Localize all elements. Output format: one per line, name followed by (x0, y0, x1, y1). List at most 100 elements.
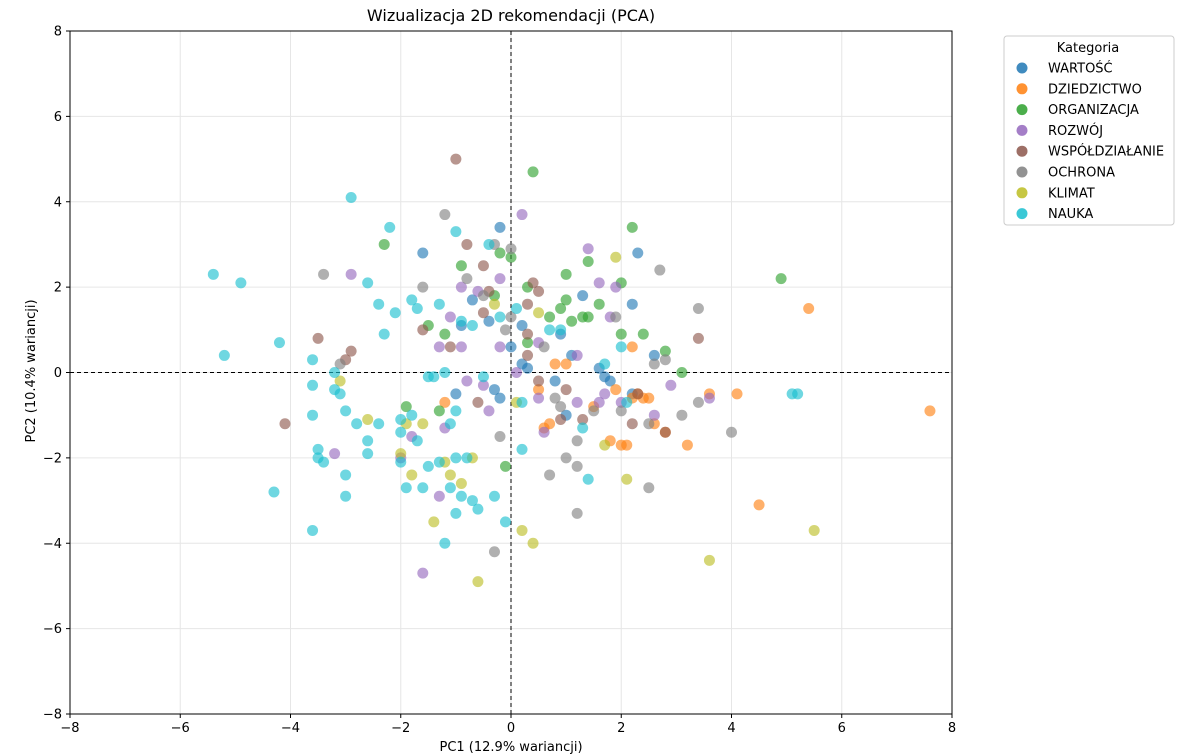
data-point (477, 260, 489, 272)
data-point (676, 367, 688, 378)
data-point (703, 554, 715, 566)
data-point (494, 273, 506, 285)
data-point (703, 392, 715, 404)
data-point (538, 426, 550, 438)
legend-item-label: NAUKA (1048, 207, 1093, 222)
data-point (417, 247, 429, 259)
data-point (626, 418, 638, 430)
legend-item-label: ORGANIZACJA (1048, 103, 1139, 118)
data-point (792, 388, 804, 400)
data-point (307, 379, 319, 391)
data-point (450, 507, 462, 519)
data-point (582, 243, 594, 255)
data-point (803, 302, 815, 314)
data-point (433, 456, 445, 468)
y-tick-label: 4 (54, 195, 62, 210)
legend-marker (1016, 104, 1028, 116)
data-point (643, 482, 655, 494)
data-point (538, 341, 550, 353)
data-point (632, 247, 644, 259)
data-point (345, 268, 357, 280)
data-point (477, 379, 489, 391)
data-point (681, 439, 693, 451)
data-point (422, 460, 434, 472)
legend-marker (1016, 124, 1028, 136)
data-point (472, 396, 484, 408)
data-point (582, 311, 594, 323)
data-point (433, 298, 445, 310)
data-point (439, 328, 451, 340)
legend-marker (1016, 83, 1028, 95)
data-point (555, 302, 567, 314)
data-point (626, 341, 638, 353)
data-point (511, 302, 523, 314)
data-point (924, 405, 936, 417)
data-point (455, 490, 467, 502)
data-point (450, 153, 462, 165)
data-point (571, 349, 583, 361)
data-point (417, 281, 429, 293)
data-point (571, 396, 583, 408)
y-tick-label: −4 (43, 537, 62, 552)
data-point (406, 409, 418, 421)
data-point (560, 384, 572, 396)
data-point (406, 294, 418, 306)
legend-marker (1016, 187, 1028, 199)
data-point (334, 358, 346, 370)
data-point (472, 503, 484, 515)
data-point (483, 238, 495, 250)
data-point (395, 448, 407, 460)
data-point (472, 576, 484, 588)
legend-item-label: WSPÓŁDZIAŁANIE (1048, 144, 1164, 160)
data-point (466, 294, 478, 306)
data-point (455, 477, 467, 489)
data-point (439, 537, 451, 549)
legend: Kategoria WARTOŚĆ DZIEDZICTWO ORGANIZACJA R… (1003, 35, 1175, 226)
data-point (676, 409, 688, 421)
data-point (362, 448, 374, 460)
legend-item-label: DZIEDZICTWO (1048, 82, 1142, 97)
chart-title: Wizualizacja 2D rekomendacji (PCA) (367, 6, 655, 25)
data-point (312, 332, 324, 344)
data-point (692, 302, 704, 314)
data-point (549, 358, 561, 370)
x-tick-label: 4 (727, 721, 735, 736)
data-point (318, 268, 330, 280)
data-point (571, 435, 583, 447)
y-tick-label: −2 (43, 451, 62, 466)
data-point (488, 384, 500, 396)
data-point (488, 490, 500, 502)
data-point (494, 311, 506, 323)
data-point (450, 226, 462, 238)
data-point (455, 260, 467, 272)
data-point (511, 367, 523, 378)
data-point (665, 379, 677, 391)
data-point (400, 482, 412, 494)
data-point (544, 324, 556, 336)
data-point (329, 367, 341, 378)
data-point (488, 298, 500, 310)
legend-title: Kategoria (1057, 41, 1120, 56)
data-point (273, 337, 285, 349)
legend-box (1003, 35, 1175, 226)
data-point (444, 469, 456, 481)
data-point (351, 418, 363, 430)
data-point (643, 418, 655, 430)
data-point (461, 375, 473, 387)
data-point (637, 328, 649, 340)
legend-marker (1016, 145, 1028, 157)
data-point (450, 405, 462, 417)
y-axis-label: PC2 (10.4% wariancji) (24, 299, 39, 442)
data-point (544, 469, 556, 481)
data-point (615, 341, 627, 353)
data-point (411, 302, 423, 314)
data-point (307, 354, 319, 366)
data-point (648, 409, 660, 421)
data-point (477, 371, 489, 383)
x-tick-label: −4 (281, 721, 300, 736)
data-point (522, 337, 534, 349)
data-point (544, 418, 556, 430)
data-point (488, 546, 500, 558)
data-point (395, 456, 407, 468)
